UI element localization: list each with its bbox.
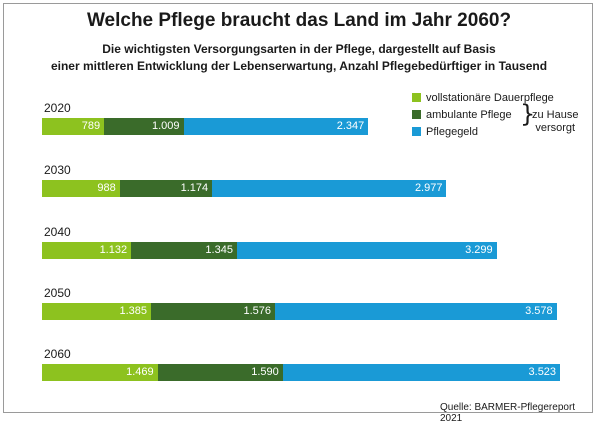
bar-vollstationaer-2020: 789 [42,118,105,135]
legend-swatch-ambulant [412,110,421,119]
legend-swatch-vollstationaer [412,93,421,102]
data-label-pflegegeld-2020: 2.347 [336,120,365,132]
year-label-2050: 2050 [44,286,71,300]
bar-ambulant-2050: 1.576 [151,303,276,320]
bar-ambulant-2040: 1.345 [131,242,237,259]
year-label-2030: 2030 [44,163,71,177]
data-label-vollstationaer-2020: 789 [81,120,101,132]
year-label-2020: 2020 [44,101,71,115]
bar-vollstationaer-2050: 1.385 [42,303,151,320]
data-label-vollstationaer-2050: 1.385 [119,305,147,317]
data-label-vollstationaer-2030: 988 [97,182,116,194]
chart-frame [3,3,593,413]
legend-label-pflegegeld: Pflegegeld [426,126,478,138]
data-label-pflegegeld-2050: 3.578 [525,305,553,317]
bar-pflegegeld-2050: 3.578 [275,303,557,320]
data-label-pflegegeld-2030: 2.977 [414,182,443,194]
legend-label-ambulant: ambulante Pflege [426,109,512,121]
legend-item-ambulant: ambulante Pflege [412,109,512,122]
data-label-pflegegeld-2040: 3.299 [465,244,493,256]
year-label-2060: 2060 [44,347,71,361]
data-label-ambulant-2040: 1.345 [205,244,233,256]
bar-vollstationaer-2060: 1.469 [42,364,158,381]
legend-brace: } [520,100,536,128]
legend-item-pflegegeld: Pflegegeld [412,126,478,139]
legend-bracket-note: zu Hause versorgt [532,109,578,135]
legend-label-vollstationaer: vollstationäre Dauerpflege [426,92,554,104]
legend-item-vollstationaer: vollstationäre Dauerpflege [412,92,554,105]
bar-ambulant-2020: 1.009 [104,118,184,135]
subtitle-line-2: einer mittleren Entwicklung der Lebenser… [50,59,548,73]
bar-ambulant-2030: 1.174 [119,180,213,197]
data-label-ambulant-2060: 1.590 [251,366,279,378]
data-label-vollstationaer-2040: 1.132 [99,244,128,256]
bar-ambulant-2060: 1.590 [157,364,283,381]
bar-pflegegeld-2030: 2.977 [212,180,447,197]
bracket-line-1: zu Hause [532,109,579,121]
bracket-line-2: versorgt [535,122,576,134]
source-note: Quelle: BARMER-Pflegereport 2021 [440,402,576,424]
legend-swatch-pflegegeld [412,127,421,136]
bar-pflegegeld-2020: 2.347 [183,118,369,135]
data-label-ambulant-2030: 1.174 [180,182,209,194]
data-label-vollstationaer-2060: 1.469 [126,366,154,378]
chart-title: Welche Pflege braucht das Land im Jahr 2… [86,10,512,31]
subtitle-line-1: Die wichtigsten Versorgungsarten in der … [102,42,496,56]
data-label-ambulant-2050: 1.576 [243,305,272,317]
chart-subtitle: Die wichtigsten Versorgungsarten in der … [0,41,598,75]
year-label-2040: 2040 [44,225,71,239]
bar-vollstationaer-2040: 1.132 [42,242,132,259]
data-label-ambulant-2020: 1.009 [151,120,180,132]
bar-pflegegeld-2040: 3.299 [236,242,497,259]
bar-pflegegeld-2060: 3.523 [282,364,561,381]
bar-vollstationaer-2030: 988 [42,180,120,197]
data-label-pflegegeld-2060: 3.523 [528,366,557,378]
